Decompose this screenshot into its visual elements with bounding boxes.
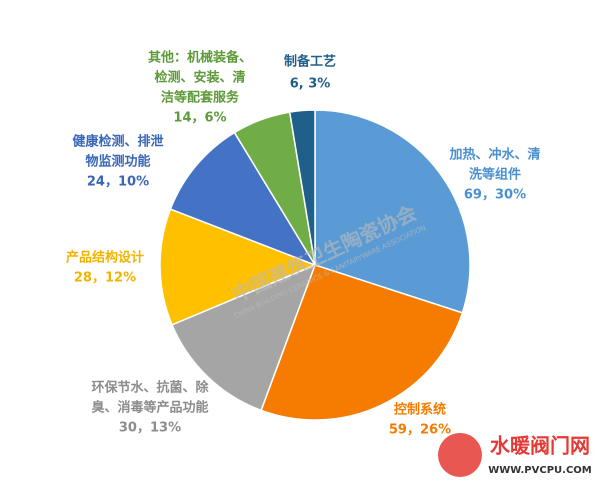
pie-slice bbox=[171, 263, 317, 412]
pie-slice bbox=[314, 109, 471, 314]
pie-slice bbox=[169, 131, 317, 267]
slice-label: 其他：机械装备、 bbox=[148, 50, 252, 66]
value-label: 69，30% bbox=[464, 188, 526, 203]
pie-slice bbox=[260, 264, 464, 421]
slice-label: 健康检测、排泄 bbox=[72, 134, 163, 150]
value-label: 24，10% bbox=[87, 175, 149, 190]
slice-label: 臭、消毒等产品功能 bbox=[91, 400, 208, 416]
pie-slice bbox=[288, 109, 316, 266]
pie-slice bbox=[159, 208, 318, 326]
site-url: WWW.PVCPU.COM bbox=[488, 465, 592, 476]
value-label: 28，12% bbox=[74, 271, 136, 286]
value-label: 30，13% bbox=[119, 421, 181, 436]
slice-label: 环保节水、抗菌、除 bbox=[91, 380, 209, 396]
slice-label: 产品结构设计 bbox=[66, 250, 144, 266]
value-label: 14，6% bbox=[173, 111, 226, 126]
slice-label: 制备工艺 bbox=[284, 54, 336, 70]
slice-label: 物监测功能 bbox=[85, 154, 150, 170]
slice-label: 控制系统 bbox=[394, 402, 446, 418]
site-name: 水暖阀门网 bbox=[490, 434, 590, 458]
value-label: 59，26% bbox=[389, 423, 451, 438]
slice-label: 检测、安装、清 bbox=[154, 70, 245, 86]
value-label: 6, 3% bbox=[290, 77, 331, 92]
slice-label: 洁等配套服务 bbox=[161, 90, 240, 106]
slice-label: 洗等组件 bbox=[469, 167, 521, 183]
slice-label: 加热、冲水、清 bbox=[448, 147, 540, 163]
pie bbox=[159, 109, 471, 421]
site-logo bbox=[438, 433, 482, 477]
